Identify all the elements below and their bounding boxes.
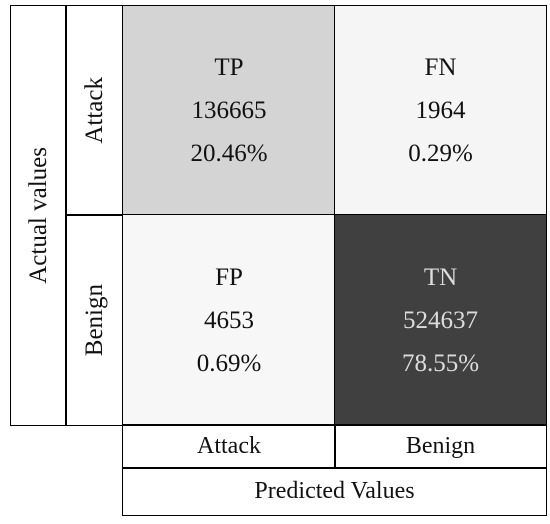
matrix-cell: FP 4653 0.69%: [122, 214, 336, 426]
actual-label: Actual values: [24, 147, 52, 284]
cell-percent: 0.29%: [408, 140, 473, 167]
predicted-label: Predicted Values: [254, 478, 415, 504]
cell-label: FN: [424, 54, 457, 81]
matrix-cell: TN 524637 78.55%: [334, 214, 547, 426]
column-header: Attack: [122, 424, 336, 469]
cell-count: 1964: [415, 97, 466, 124]
cell-count: 136665: [191, 97, 267, 124]
row-header: Attack: [65, 5, 124, 216]
cell-count: 524637: [403, 306, 478, 334]
cell-percent: 20.46%: [190, 140, 268, 167]
cell-percent: 0.69%: [196, 349, 262, 377]
cell-label: TP: [214, 54, 244, 81]
column-header: Benign: [334, 424, 547, 469]
column-label: Attack: [197, 433, 261, 459]
column-label: Benign: [405, 433, 476, 459]
matrix-cell: FN 1964 0.29%: [334, 5, 547, 216]
row-header: Benign: [65, 214, 124, 426]
actual-axis: Actual values: [10, 5, 67, 426]
matrix-cell: TP 136665 20.46%: [122, 5, 336, 216]
cell-count: 4653: [204, 306, 254, 334]
cell-label: FP: [215, 263, 243, 291]
row-label: Attack: [80, 77, 108, 144]
cell-percent: 78.55%: [401, 349, 480, 377]
predicted-axis: Predicted Values: [122, 467, 547, 516]
row-label: Benign: [80, 283, 108, 357]
cell-label: TN: [423, 263, 458, 291]
